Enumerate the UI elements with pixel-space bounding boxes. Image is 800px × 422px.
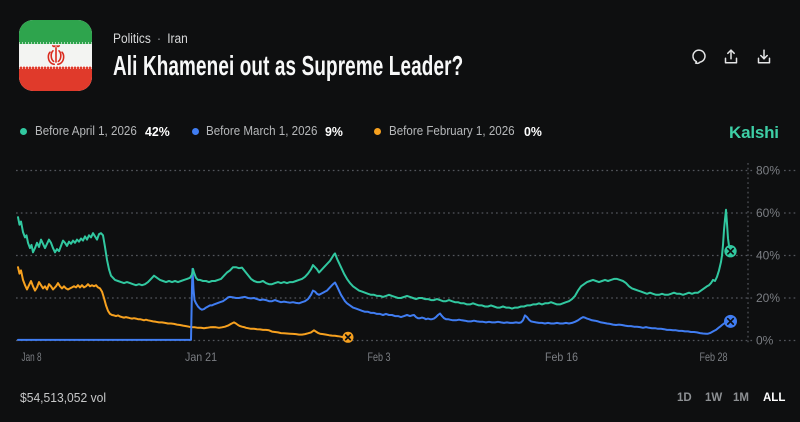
svg-text:0%: 0% bbox=[756, 334, 774, 348]
svg-text:20%: 20% bbox=[756, 291, 780, 305]
svg-text:Feb 16: Feb 16 bbox=[545, 350, 578, 364]
svg-text:Feb 28: Feb 28 bbox=[700, 350, 728, 364]
svg-text:60%: 60% bbox=[756, 206, 780, 220]
svg-text:Jan 21: Jan 21 bbox=[185, 350, 217, 364]
svg-text:Feb 3: Feb 3 bbox=[368, 350, 391, 364]
svg-text:40%: 40% bbox=[756, 249, 780, 263]
svg-text:Jan 8: Jan 8 bbox=[22, 350, 42, 364]
svg-text:80%: 80% bbox=[756, 164, 780, 178]
